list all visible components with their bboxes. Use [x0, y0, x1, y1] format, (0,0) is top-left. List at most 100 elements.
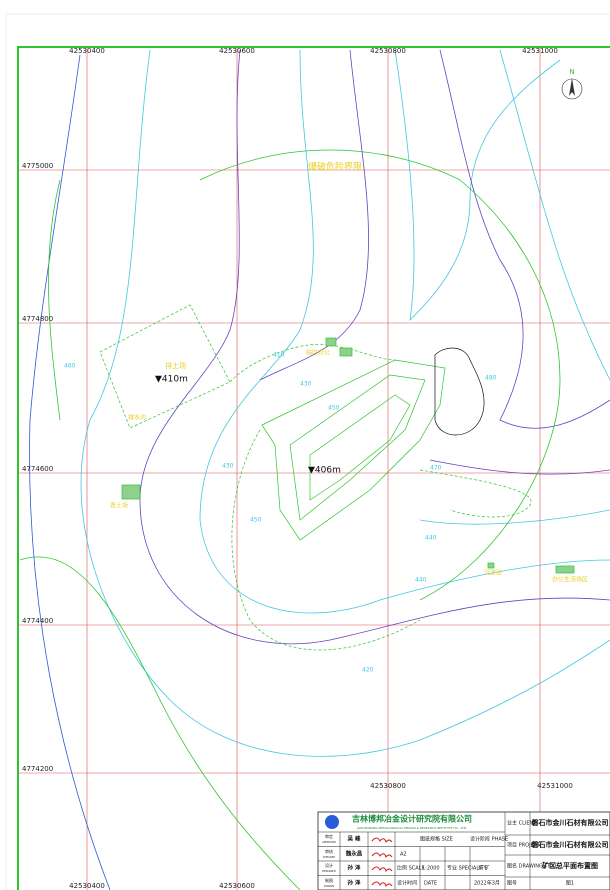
grid-x-label: 42530400	[69, 47, 105, 55]
grid-x-label: 42530400	[69, 882, 105, 890]
grid-x-label: 42530600	[219, 47, 255, 55]
pit-elevation: ▼406m	[308, 466, 341, 476]
office-site	[339, 347, 353, 357]
role: 设计	[325, 862, 333, 868]
dump-label: 排土场	[165, 361, 186, 370]
contour	[429, 459, 610, 475]
contour-label: 460	[64, 363, 76, 370]
signature	[371, 852, 393, 859]
blast-label: 爆破危险界限	[308, 161, 362, 173]
client: 磐石市金川石材有限公司	[531, 818, 609, 827]
role: 审核	[325, 848, 333, 854]
frame	[17, 46, 610, 890]
contour	[199, 49, 610, 614]
pit-head	[434, 347, 485, 436]
road	[419, 469, 532, 518]
grid-y-label: 4774600	[22, 465, 53, 473]
company-en: JILIN BOBANG METALLURGICAL DESIGN & RESE…	[356, 826, 467, 830]
scale-label: 比例 SCALE	[397, 865, 425, 872]
north-needle	[569, 78, 575, 96]
contour	[394, 49, 561, 322]
size-label-2: A2	[400, 852, 407, 858]
contour	[419, 509, 610, 525]
project-label: 项目 PROJECT	[507, 843, 541, 849]
contour	[29, 54, 111, 890]
person: 孙 泽	[348, 864, 361, 872]
phase-label: 设计阶段 PHASE	[470, 836, 508, 843]
signature	[371, 881, 393, 888]
living-label: 办公生活场区	[552, 576, 588, 584]
contour-label: 440	[425, 535, 437, 542]
contour-label: 470	[430, 465, 442, 472]
grid-y-label: 4774800	[22, 315, 53, 323]
contour	[259, 49, 369, 381]
date: 2022年3月	[474, 880, 500, 887]
scale: 1:2000	[422, 866, 440, 872]
grid-x-label: 42530800	[370, 47, 406, 55]
contour-label: 450	[250, 517, 262, 524]
map-labels: 爆破危险界限 排土场 ▼410m ▼406m 排水沟 表土场 临时办公 沉淀池 …	[110, 161, 588, 584]
pit-bench	[309, 394, 411, 501]
dump	[99, 304, 231, 429]
dump-elevation: ▼410m	[155, 375, 188, 385]
role-en: APPROVED	[322, 840, 336, 844]
grid-x-label: 42531000	[522, 47, 558, 55]
date-code: DATE	[424, 881, 437, 887]
contours	[19, 49, 610, 890]
topsoil-label: 表土场	[110, 502, 128, 510]
contour	[139, 49, 610, 645]
logo	[325, 815, 339, 829]
contour	[439, 49, 610, 429]
spec: 采 矿	[478, 865, 490, 872]
north-arrow: N	[561, 68, 583, 100]
date-label: 设计时间	[397, 880, 417, 887]
blast-line	[199, 149, 561, 601]
pond-site	[487, 562, 495, 569]
facilities	[99, 304, 575, 651]
pit	[261, 359, 446, 541]
drawing-no: 图1	[566, 881, 574, 887]
contour-label: 450	[328, 405, 340, 412]
role-en: DESIGNED	[322, 869, 336, 873]
grid-y-label: 4775000	[22, 162, 53, 170]
contour	[80, 49, 610, 757]
grid-x-label: 42531000	[537, 782, 573, 790]
road	[231, 429, 421, 651]
office-label: 临时办公	[306, 349, 330, 357]
outer-frame	[5, 13, 610, 890]
grid-y-label: 4774200	[22, 765, 53, 773]
north-label: N	[569, 68, 574, 76]
contour	[48, 179, 61, 421]
client-label: 业主 CLIENT	[507, 820, 537, 827]
no-label: 图号	[507, 881, 517, 887]
contour	[499, 49, 610, 381]
signature	[371, 866, 393, 873]
pond-label: 沉淀池	[484, 569, 502, 577]
title-label: 图名 DRAWING TITLE	[507, 863, 558, 870]
contour	[19, 556, 301, 890]
ditch-label: 排水沟	[128, 414, 146, 422]
drawing-title: 矿区总平面布置图	[542, 861, 598, 870]
project: 磐石市金川石材有限公司	[531, 840, 609, 849]
living-site	[555, 565, 575, 574]
grid-labels-bottom: 42530800 42531000 42530400 42530600	[69, 782, 573, 890]
contour-label: 410	[273, 352, 285, 359]
person: 魏永昌	[345, 850, 363, 858]
contour-label: 430	[222, 463, 234, 470]
contour-label: 420	[362, 667, 374, 674]
topsoil-site	[121, 484, 141, 500]
role-en: CHECKED	[323, 855, 336, 859]
role: 审定	[325, 833, 333, 839]
grid-y-label: 4774400	[22, 617, 53, 625]
contour-label: 430	[300, 381, 312, 388]
contour-label: 440	[415, 577, 427, 584]
signature	[371, 837, 393, 844]
role-en: DRAWN	[324, 884, 334, 888]
role: 制图	[325, 877, 333, 883]
pit-bench	[289, 374, 426, 521]
company: 吉林博邦冶金设计研究院有限公司	[352, 814, 472, 824]
spec-label: 专业 SPECIALITY	[447, 865, 488, 872]
title-block-lines	[318, 812, 610, 890]
